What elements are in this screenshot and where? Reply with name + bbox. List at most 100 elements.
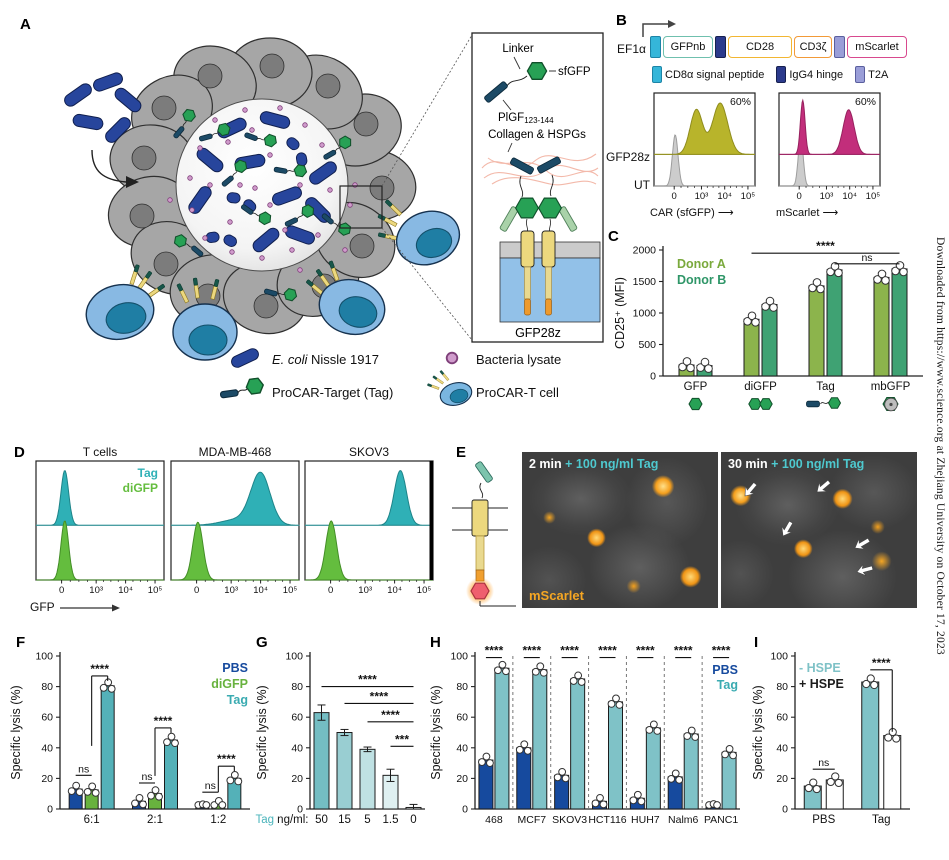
svg-text:****: **** [674, 644, 693, 658]
legend-icons [219, 346, 473, 406]
svg-text:PBS: PBS [222, 661, 248, 675]
svg-text:80: 80 [456, 681, 468, 693]
svg-text:****: **** [598, 644, 617, 658]
lysed-core [175, 98, 349, 272]
legend-ecoli-rest: Nissle 1917 [307, 352, 379, 367]
svg-text:diGFP: diGFP [211, 677, 248, 691]
svg-text:****: **** [358, 673, 377, 687]
svg-text:80: 80 [41, 681, 53, 693]
cd8a-legend-label: CD8α signal peptide [665, 68, 765, 81]
svg-text:80: 80 [291, 681, 303, 693]
row-label-gfp28z: GFP28z [605, 150, 650, 164]
d-legend: Tag diGFP [60, 466, 158, 496]
svg-text:0: 0 [650, 371, 656, 383]
svg-text:****: **** [636, 644, 655, 658]
svg-text:0: 0 [462, 804, 468, 816]
svg-text:0: 0 [672, 191, 677, 202]
svg-text:10³: 10³ [358, 585, 372, 596]
inset-linker-label: Linker [502, 43, 533, 55]
svg-text:10⁵: 10⁵ [417, 585, 432, 596]
svg-text:60: 60 [291, 712, 303, 724]
svg-text:Donor A: Donor A [677, 257, 726, 271]
flow-histogram-car: 0 10³ 10⁴ 10⁵ 60% [653, 92, 756, 209]
svg-text:Tag: Tag [816, 381, 835, 393]
svg-text:- HSPE: - HSPE [799, 661, 841, 675]
svg-text:0: 0 [47, 804, 53, 816]
legend-ecoli-italic: E. coli [272, 352, 308, 367]
svg-text:5: 5 [364, 814, 370, 826]
svg-text:60: 60 [41, 712, 53, 724]
svg-text:10⁴: 10⁴ [717, 191, 732, 202]
svg-text:ns: ns [818, 757, 829, 769]
svg-text:1:2: 1:2 [210, 814, 226, 826]
promoter-label: EF1α [617, 42, 646, 56]
panel-a-label: A [20, 16, 31, 33]
svg-text:60: 60 [776, 712, 788, 724]
flow-histogram-tcells: 0 10³ 10⁴ 10⁵ [35, 460, 165, 602]
axis-arrow-icon [59, 604, 120, 612]
svg-text:40: 40 [291, 742, 303, 754]
svg-text:****: **** [560, 644, 579, 658]
svg-text:10⁴: 10⁴ [387, 585, 402, 596]
lysis-ratio-bar-chart: 0 20 40 60 80 100 Specific lysis (%) 6:1 2:1 1:2 n… [6, 640, 258, 860]
svg-text:ns: ns [861, 252, 872, 264]
cd8a-signal-chip [650, 36, 661, 58]
svg-text:2:1: 2:1 [147, 814, 163, 826]
igg4-legend-chip [776, 66, 787, 83]
svg-text:****: **** [485, 644, 504, 658]
svg-text:6:1: 6:1 [84, 814, 100, 826]
construct-map: GFPnb CD28 CD3ζ mScarlet [650, 36, 907, 58]
svg-text:ns: ns [141, 771, 152, 783]
lysis-celllines-bar-chart: 0 20 40 60 80 100 Specific lysis (%) 468 MCF7 SKO… [426, 640, 750, 860]
svg-text:Specific lysis (%): Specific lysis (%) [751, 685, 765, 779]
svg-text:40: 40 [456, 742, 468, 754]
construct-mscarlet: mScarlet [847, 36, 907, 58]
d-title-tcells: T cells [82, 445, 118, 459]
svg-text:40: 40 [41, 742, 53, 754]
svg-text:mbGFP: mbGFP [871, 381, 911, 393]
ecoli-icon [229, 346, 261, 370]
svg-text:PANC1: PANC1 [704, 814, 738, 826]
svg-text:MCF7: MCF7 [517, 814, 546, 826]
svg-text:****: **** [712, 644, 731, 658]
cd25-bar-chart: 0 500 1000 1500 2000 CD25⁺ (MFI) GFP diGFP Tag mb… [613, 236, 945, 446]
d-title-mdamb468: MDA-MB-468 [198, 445, 272, 459]
igg4-hinge-chip [715, 36, 726, 58]
t2a-legend-label: T2A [868, 68, 889, 81]
svg-text:ns: ns [78, 763, 89, 775]
panel-e-label: E [456, 444, 467, 461]
svg-text:****: **** [381, 708, 400, 722]
svg-text:PBS: PBS [712, 663, 738, 677]
svg-text:Specific lysis (%): Specific lysis (%) [429, 685, 443, 779]
svg-text:10⁴: 10⁴ [842, 191, 857, 202]
svg-text:468: 468 [485, 814, 503, 826]
svg-text:Specific lysis (%): Specific lysis (%) [255, 685, 269, 779]
svg-text:100: 100 [450, 651, 468, 663]
d-title-skov3: SKOV3 [348, 445, 390, 459]
svg-text:diGFP: diGFP [744, 381, 777, 393]
svg-text:***: *** [395, 732, 409, 746]
svg-text:****: **** [522, 644, 541, 658]
svg-text:SKOV3: SKOV3 [552, 814, 587, 826]
svg-text:100: 100 [770, 651, 788, 663]
svg-text:Specific lysis (%): Specific lysis (%) [9, 685, 23, 779]
svg-text:10⁴: 10⁴ [253, 585, 268, 596]
inset-car-name: GFP28z [515, 326, 561, 340]
svg-text:20: 20 [776, 773, 788, 785]
svg-text:0: 0 [59, 585, 64, 596]
svg-text:100: 100 [285, 651, 303, 663]
mscarlet-car-schematic [452, 461, 516, 607]
svg-text:PlGF123-144: PlGF123-144 [498, 112, 554, 125]
microscopy-30min: 30 min + 100 ng/ml Tag [721, 452, 917, 608]
svg-text:2000: 2000 [633, 245, 657, 257]
svg-text:****: **** [217, 752, 236, 766]
t2a-legend-chip [855, 66, 866, 83]
timepoint-2min: 2 min + 100 ng/ml Tag [529, 457, 659, 471]
zoom-box [339, 185, 383, 229]
legend-ecoli: E. coli Nissle 1917 [272, 352, 379, 367]
svg-text:PBS: PBS [812, 814, 835, 826]
construct-cd3z: CD3ζ [794, 36, 832, 58]
svg-text:60: 60 [456, 712, 468, 724]
svg-text:10⁵: 10⁵ [741, 191, 756, 202]
tag-icon [219, 378, 264, 399]
